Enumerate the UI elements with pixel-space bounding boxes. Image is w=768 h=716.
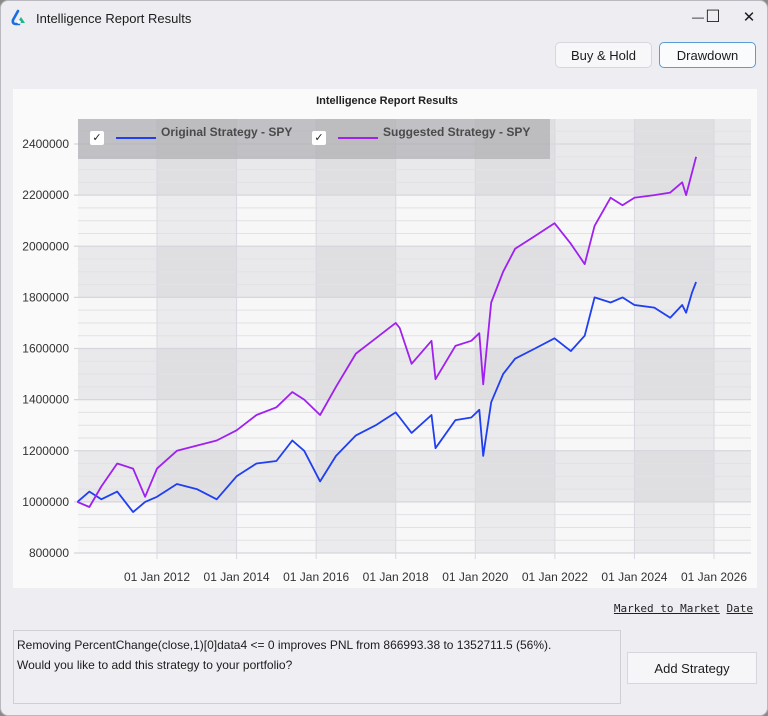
drawdown-label: Drawdown <box>676 47 739 63</box>
window-title: Intelligence Report Results <box>36 11 192 26</box>
y-tick-label: 800000 <box>29 546 69 560</box>
add-strategy-button[interactable]: Add Strategy <box>627 652 757 684</box>
y-tick-label: 1000000 <box>22 495 69 509</box>
minimize-icon: — <box>692 10 704 24</box>
suggestion-message-box[interactable]: Removing PercentChange(close,1)[0]data4 … <box>13 630 621 704</box>
chart-panel: 2400000 2200000 2000000 1800000 1600000 14000… <box>13 89 757 588</box>
title-bar[interactable]: Intelligence Report Results — ☐ ✕ <box>1 1 767 35</box>
close-icon: ✕ <box>742 9 756 26</box>
x-tick-label: 01 Jan 2026 <box>681 570 747 584</box>
x-tick-label: 01 Jan 2022 <box>522 570 588 584</box>
x-tick-label: 01 Jan 2024 <box>601 570 667 584</box>
y-tick-label: 1200000 <box>22 444 69 458</box>
y-tick-label: 2000000 <box>22 239 69 253</box>
maximize-icon: ☐ <box>705 7 721 26</box>
original-series-label: Original Strategy - SPY <box>161 125 293 139</box>
suggested-strategy-line <box>77 156 697 508</box>
y-tick-label: 1600000 <box>22 342 69 356</box>
y-tick-label: 2400000 <box>22 137 69 151</box>
app-logo-icon <box>11 9 25 26</box>
x-axis-mode-selector: Marked to Market Date <box>614 602 753 615</box>
add-strategy-label: Add Strategy <box>654 660 730 676</box>
chart-title: Intelligence Report Results <box>316 95 458 107</box>
y-tick-label: 2200000 <box>22 188 69 202</box>
suggested-series-swatch <box>338 137 378 139</box>
suggestion-line-2: Would you like to add this strategy to y… <box>17 658 293 672</box>
maximize-button[interactable]: ☐ <box>696 4 730 30</box>
x-tick-label: 01 Jan 2020 <box>442 570 508 584</box>
buy-and-hold-label: Buy & Hold <box>570 47 637 63</box>
buy-and-hold-button[interactable]: Buy & Hold <box>555 42 652 68</box>
minimize-button[interactable]: — <box>681 4 715 30</box>
x-tick-label: 01 Jan 2014 <box>204 570 270 584</box>
close-button[interactable]: ✕ <box>732 4 766 30</box>
x-tick-label: 01 Jan 2016 <box>283 570 349 584</box>
original-series-checkbox[interactable]: ✓ <box>90 131 104 145</box>
suggested-series-label: Suggested Strategy - SPY <box>383 125 531 139</box>
y-tick-label: 1800000 <box>22 290 69 304</box>
date-link[interactable]: Date <box>726 602 754 615</box>
marked-to-market-link[interactable]: Marked to Market <box>613 602 720 615</box>
y-tick-label: 1400000 <box>22 393 69 407</box>
original-strategy-line <box>76 281 697 514</box>
x-tick-label: 01 Jan 2012 <box>124 570 190 584</box>
line-chart[interactable]: 2400000 2200000 2000000 1800000 1600000 14000… <box>13 89 757 588</box>
chart-legend: ✓ Original Strategy - SPY ✓ Suggested St… <box>78 119 550 159</box>
drawdown-button[interactable]: Drawdown <box>659 42 756 68</box>
suggested-series-checkbox[interactable]: ✓ <box>312 131 326 145</box>
suggestion-line-1: Removing PercentChange(close,1)[0]data4 … <box>17 638 552 652</box>
x-tick-label: 01 Jan 2018 <box>363 570 429 584</box>
original-series-swatch <box>116 137 156 139</box>
